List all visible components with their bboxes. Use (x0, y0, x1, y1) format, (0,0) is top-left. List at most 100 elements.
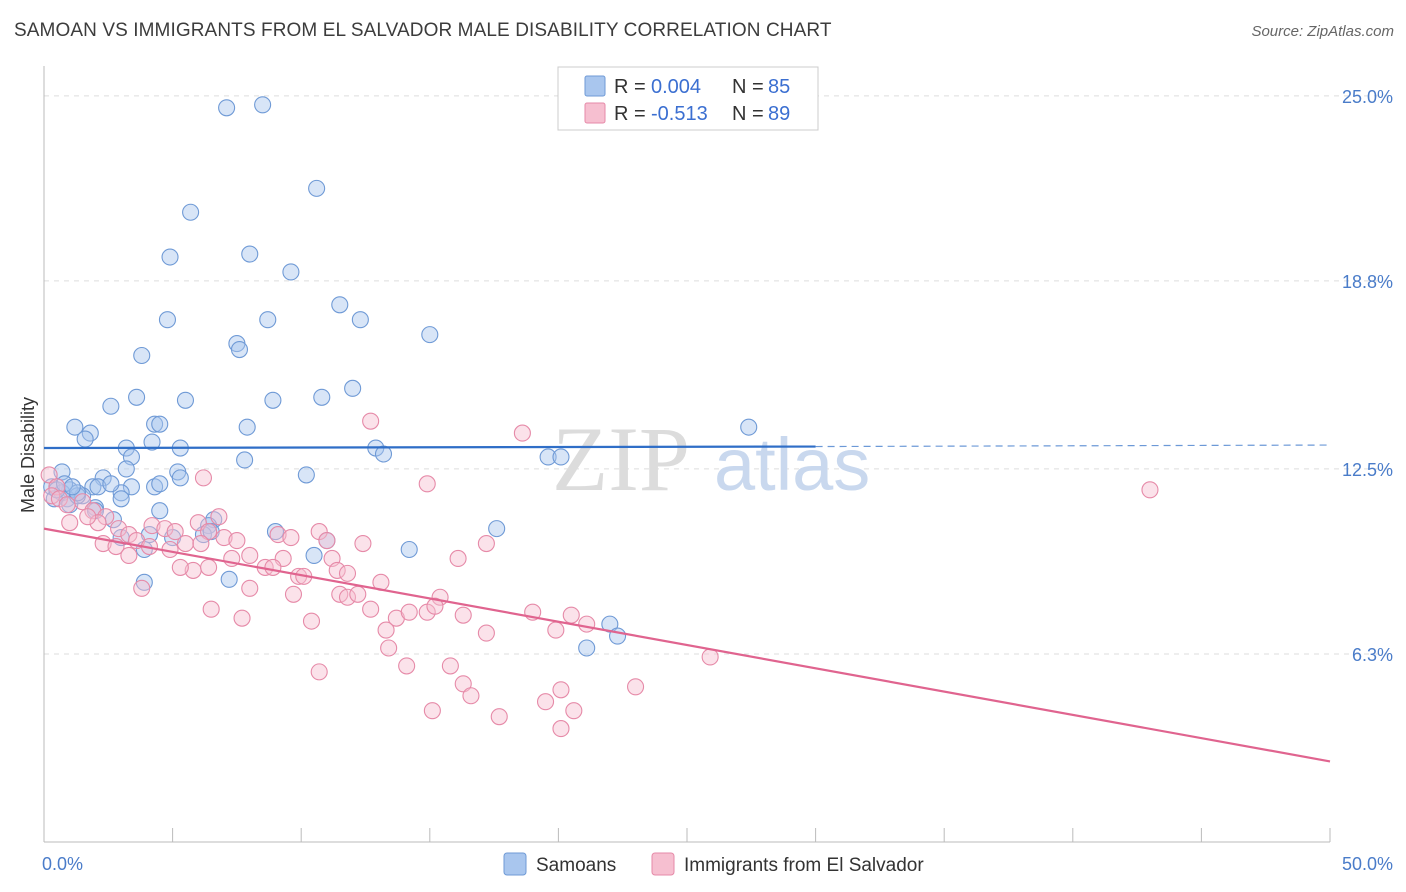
samoans-point (133, 346, 151, 365)
samoans-point (351, 311, 369, 329)
legend-r-label-1: R = (614, 76, 646, 98)
el-salvador-point (562, 606, 580, 624)
samoans-point (102, 397, 120, 415)
x-tick-label-min: 0.0% (42, 854, 83, 874)
el-salvador-point (547, 621, 565, 639)
samoans-point (488, 520, 506, 538)
samoans-point (66, 418, 84, 436)
el-salvador-point (418, 475, 436, 493)
legend-r-value-1: 0.004 (651, 76, 701, 98)
y-tick-label: 12.5% (1342, 460, 1393, 480)
el-salvador-point (284, 585, 303, 603)
samoans-point (89, 478, 107, 496)
el-salvador-point (156, 520, 174, 538)
el-salvador-point (454, 675, 472, 693)
el-salvador-point (194, 469, 213, 487)
el-salvador-point (210, 508, 228, 526)
el-salvador-point (426, 597, 444, 615)
el-salvador-point (565, 702, 583, 720)
el-salvador-point (120, 546, 138, 565)
el-salvador-point (58, 496, 76, 514)
samoans-point (282, 263, 300, 281)
el-salvador-point (241, 546, 259, 565)
x-tick-label-max: 50.0% (1342, 854, 1393, 874)
samoans-point (146, 415, 164, 433)
bottom-legend-el-salvador: Immigrants from El Salvador (684, 855, 924, 876)
el-salvador-point (449, 549, 467, 568)
legend-n-value-2: 89 (768, 103, 790, 125)
samoans-point (539, 448, 557, 466)
samoans-point (266, 523, 285, 541)
el-salvador-point (241, 579, 259, 597)
watermark: ZIP atlas (552, 408, 870, 510)
el-salvador-point (338, 588, 357, 606)
y-tick-label: 18.8% (1342, 272, 1393, 292)
el-salvador-point (349, 585, 367, 603)
x-ticks (43, 828, 1331, 842)
samoans-point (297, 466, 315, 484)
samoans-point (374, 445, 393, 463)
samoans-point (218, 99, 236, 117)
samoans-point (308, 179, 326, 197)
el-salvador-point (477, 624, 495, 642)
el-salvador-point (61, 514, 79, 532)
samoans-point (128, 388, 146, 406)
samoans-point (158, 311, 177, 329)
el-salvador-point (89, 514, 107, 532)
el-salvador-point (233, 609, 251, 627)
samoans-point (220, 570, 238, 588)
el-salvador-point (462, 687, 480, 705)
samoans-point (264, 391, 282, 409)
samoans-point (241, 245, 259, 263)
el-salvador-point (1141, 481, 1159, 499)
el-salvador-point (192, 534, 210, 553)
el-salvador-point (354, 534, 372, 553)
el-salvador-point (40, 466, 58, 484)
el-salvador-point (536, 693, 555, 711)
samoans-point (182, 203, 200, 221)
samoans-point (400, 540, 418, 559)
samoans-point (238, 418, 256, 436)
el-salvador-point (202, 600, 220, 618)
legend-swatch-el-salvador (584, 102, 606, 124)
el-salvador-point (328, 561, 346, 579)
samoans-point (151, 502, 169, 520)
samoans-point (176, 391, 195, 409)
el-salvador-point (362, 412, 380, 430)
legend-r-label-2: R = (614, 103, 646, 125)
legend-n-label-2: N = (732, 103, 764, 125)
bottom-legend: Samoans Immigrants from El Salvador (503, 852, 924, 876)
el-salvador-point (133, 579, 151, 597)
el-salvador-point (701, 648, 719, 666)
samoans-point (331, 296, 349, 314)
el-salvador-point (228, 532, 246, 550)
samoans-point (102, 475, 120, 493)
el-salvador-point (400, 603, 418, 621)
samoans-point (161, 248, 179, 266)
el-salvador-point (441, 657, 459, 675)
samoans-point (122, 478, 140, 496)
samoans-point (230, 340, 249, 359)
samoans-point (578, 639, 596, 657)
watermark-atlas: atlas (714, 423, 870, 506)
samoans-point (151, 415, 169, 433)
y-tick-label: 6.3% (1352, 645, 1393, 665)
samoans-point (259, 311, 277, 329)
legend-box: R = 0.004 N = 85 R = -0.513 N = 89 (557, 66, 819, 131)
trend-lines (43, 444, 1331, 763)
gridlines (44, 95, 1392, 655)
source-credit: Source: ZipAtlas.com (1251, 23, 1394, 40)
samoans-point (254, 96, 272, 114)
y-axis-label: Male Disability (18, 397, 38, 513)
samoans-point (313, 388, 331, 406)
samoans-point (236, 451, 254, 469)
el-salvador-point (490, 708, 508, 726)
el-salvador-point (269, 526, 287, 544)
samoans-point (112, 490, 130, 508)
el-salvador-point (176, 534, 195, 553)
el-salvador-point (79, 508, 97, 526)
samoans-point (305, 546, 323, 565)
el-salvador-point (627, 678, 645, 696)
el-salvador-point (578, 615, 596, 633)
